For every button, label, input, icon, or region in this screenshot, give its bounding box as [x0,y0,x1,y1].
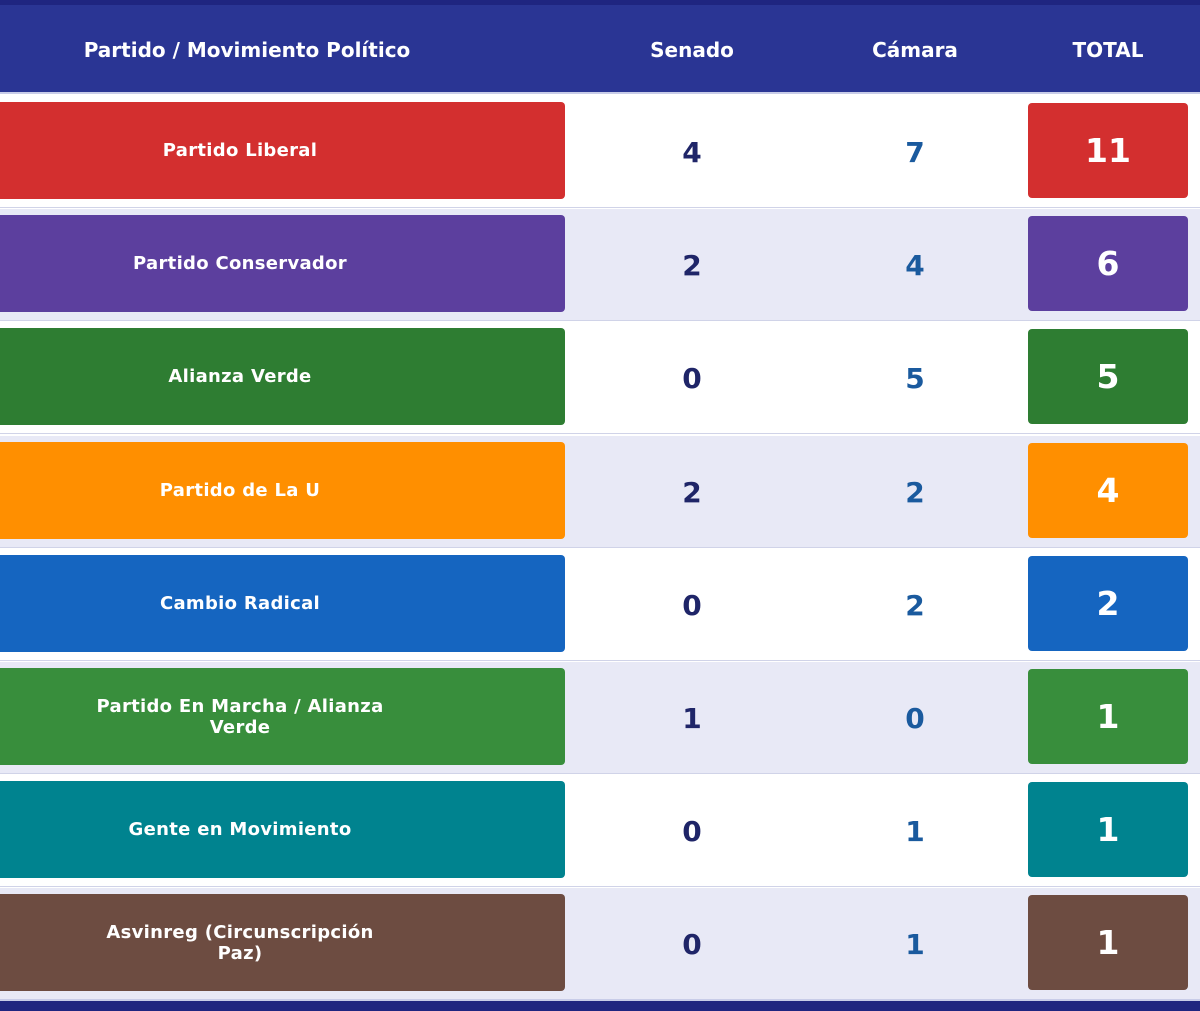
camara-value: 4 [905,248,925,282]
senado-value: 0 [682,588,702,622]
party-name: Asvinreg (Circunscripción Paz) [106,921,374,964]
header-senado: Senado [650,37,734,62]
camara-value: 1 [905,927,925,961]
total-value: 11 [1028,103,1188,198]
table-row: Alianza Verde 0 5 5 [0,322,1200,434]
senado-value: 2 [682,475,702,509]
camara-value: 5 [905,361,925,395]
camara-value: 2 [905,475,925,509]
party-name: Partido Liberal [162,140,318,161]
total-value: 1 [1028,669,1188,764]
total-value: 1 [1028,895,1188,990]
party-box: Cambio Radical [0,555,565,652]
table-row: Partido de La U 2 2 4 [0,436,1200,548]
party-name: Partido Conservador [133,253,347,274]
party-box: Partido de La U [0,442,565,539]
total-value: 2 [1028,556,1188,651]
party-box: Asvinreg (Circunscripción Paz) [0,894,565,991]
total-value: 1 [1028,782,1188,877]
total-value: 4 [1028,443,1188,538]
table-row: Partido Liberal 4 7 11 [0,96,1200,208]
camara-value: 1 [905,814,925,848]
senado-value: 4 [682,135,702,169]
total-value: 5 [1028,329,1188,424]
header-party: Partido / Movimiento Político [83,37,411,62]
party-name: Cambio Radical [159,593,321,614]
header-camara: Cámara [872,37,958,62]
camara-value: 7 [905,135,925,169]
senado-value: 0 [682,361,702,395]
party-box: Gente en Movimiento [0,781,565,878]
table-header: Partido / Movimiento Político Senado Cám… [0,5,1200,94]
party-box: Alianza Verde [0,328,565,425]
senado-value: 0 [682,814,702,848]
bottom-rule [0,999,1200,1011]
table-row: Partido Conservador 2 4 6 [0,209,1200,321]
senado-value: 2 [682,248,702,282]
party-name: Partido de La U [159,480,321,501]
party-name: Gente en Movimiento [128,819,352,840]
camara-value: 2 [905,588,925,622]
party-box: Partido Conservador [0,215,565,312]
header-total: TOTAL [1072,37,1144,62]
table-row: Cambio Radical 0 2 2 [0,549,1200,661]
camara-value: 0 [905,701,925,735]
table-row: Asvinreg (Circunscripción Paz) 0 1 1 [0,888,1200,1000]
senado-value: 0 [682,927,702,961]
party-name: Partido En Marcha / Alianza Verde [96,695,384,738]
senado-value: 1 [682,701,702,735]
top-rule [0,0,1200,5]
total-value: 6 [1028,216,1188,311]
table-row: Gente en Movimiento 0 1 1 [0,775,1200,887]
table-row: Partido En Marcha / Alianza Verde 1 0 1 [0,662,1200,774]
party-box: Partido Liberal [0,102,565,199]
party-box: Partido En Marcha / Alianza Verde [0,668,565,765]
party-name: Alianza Verde [168,366,312,387]
